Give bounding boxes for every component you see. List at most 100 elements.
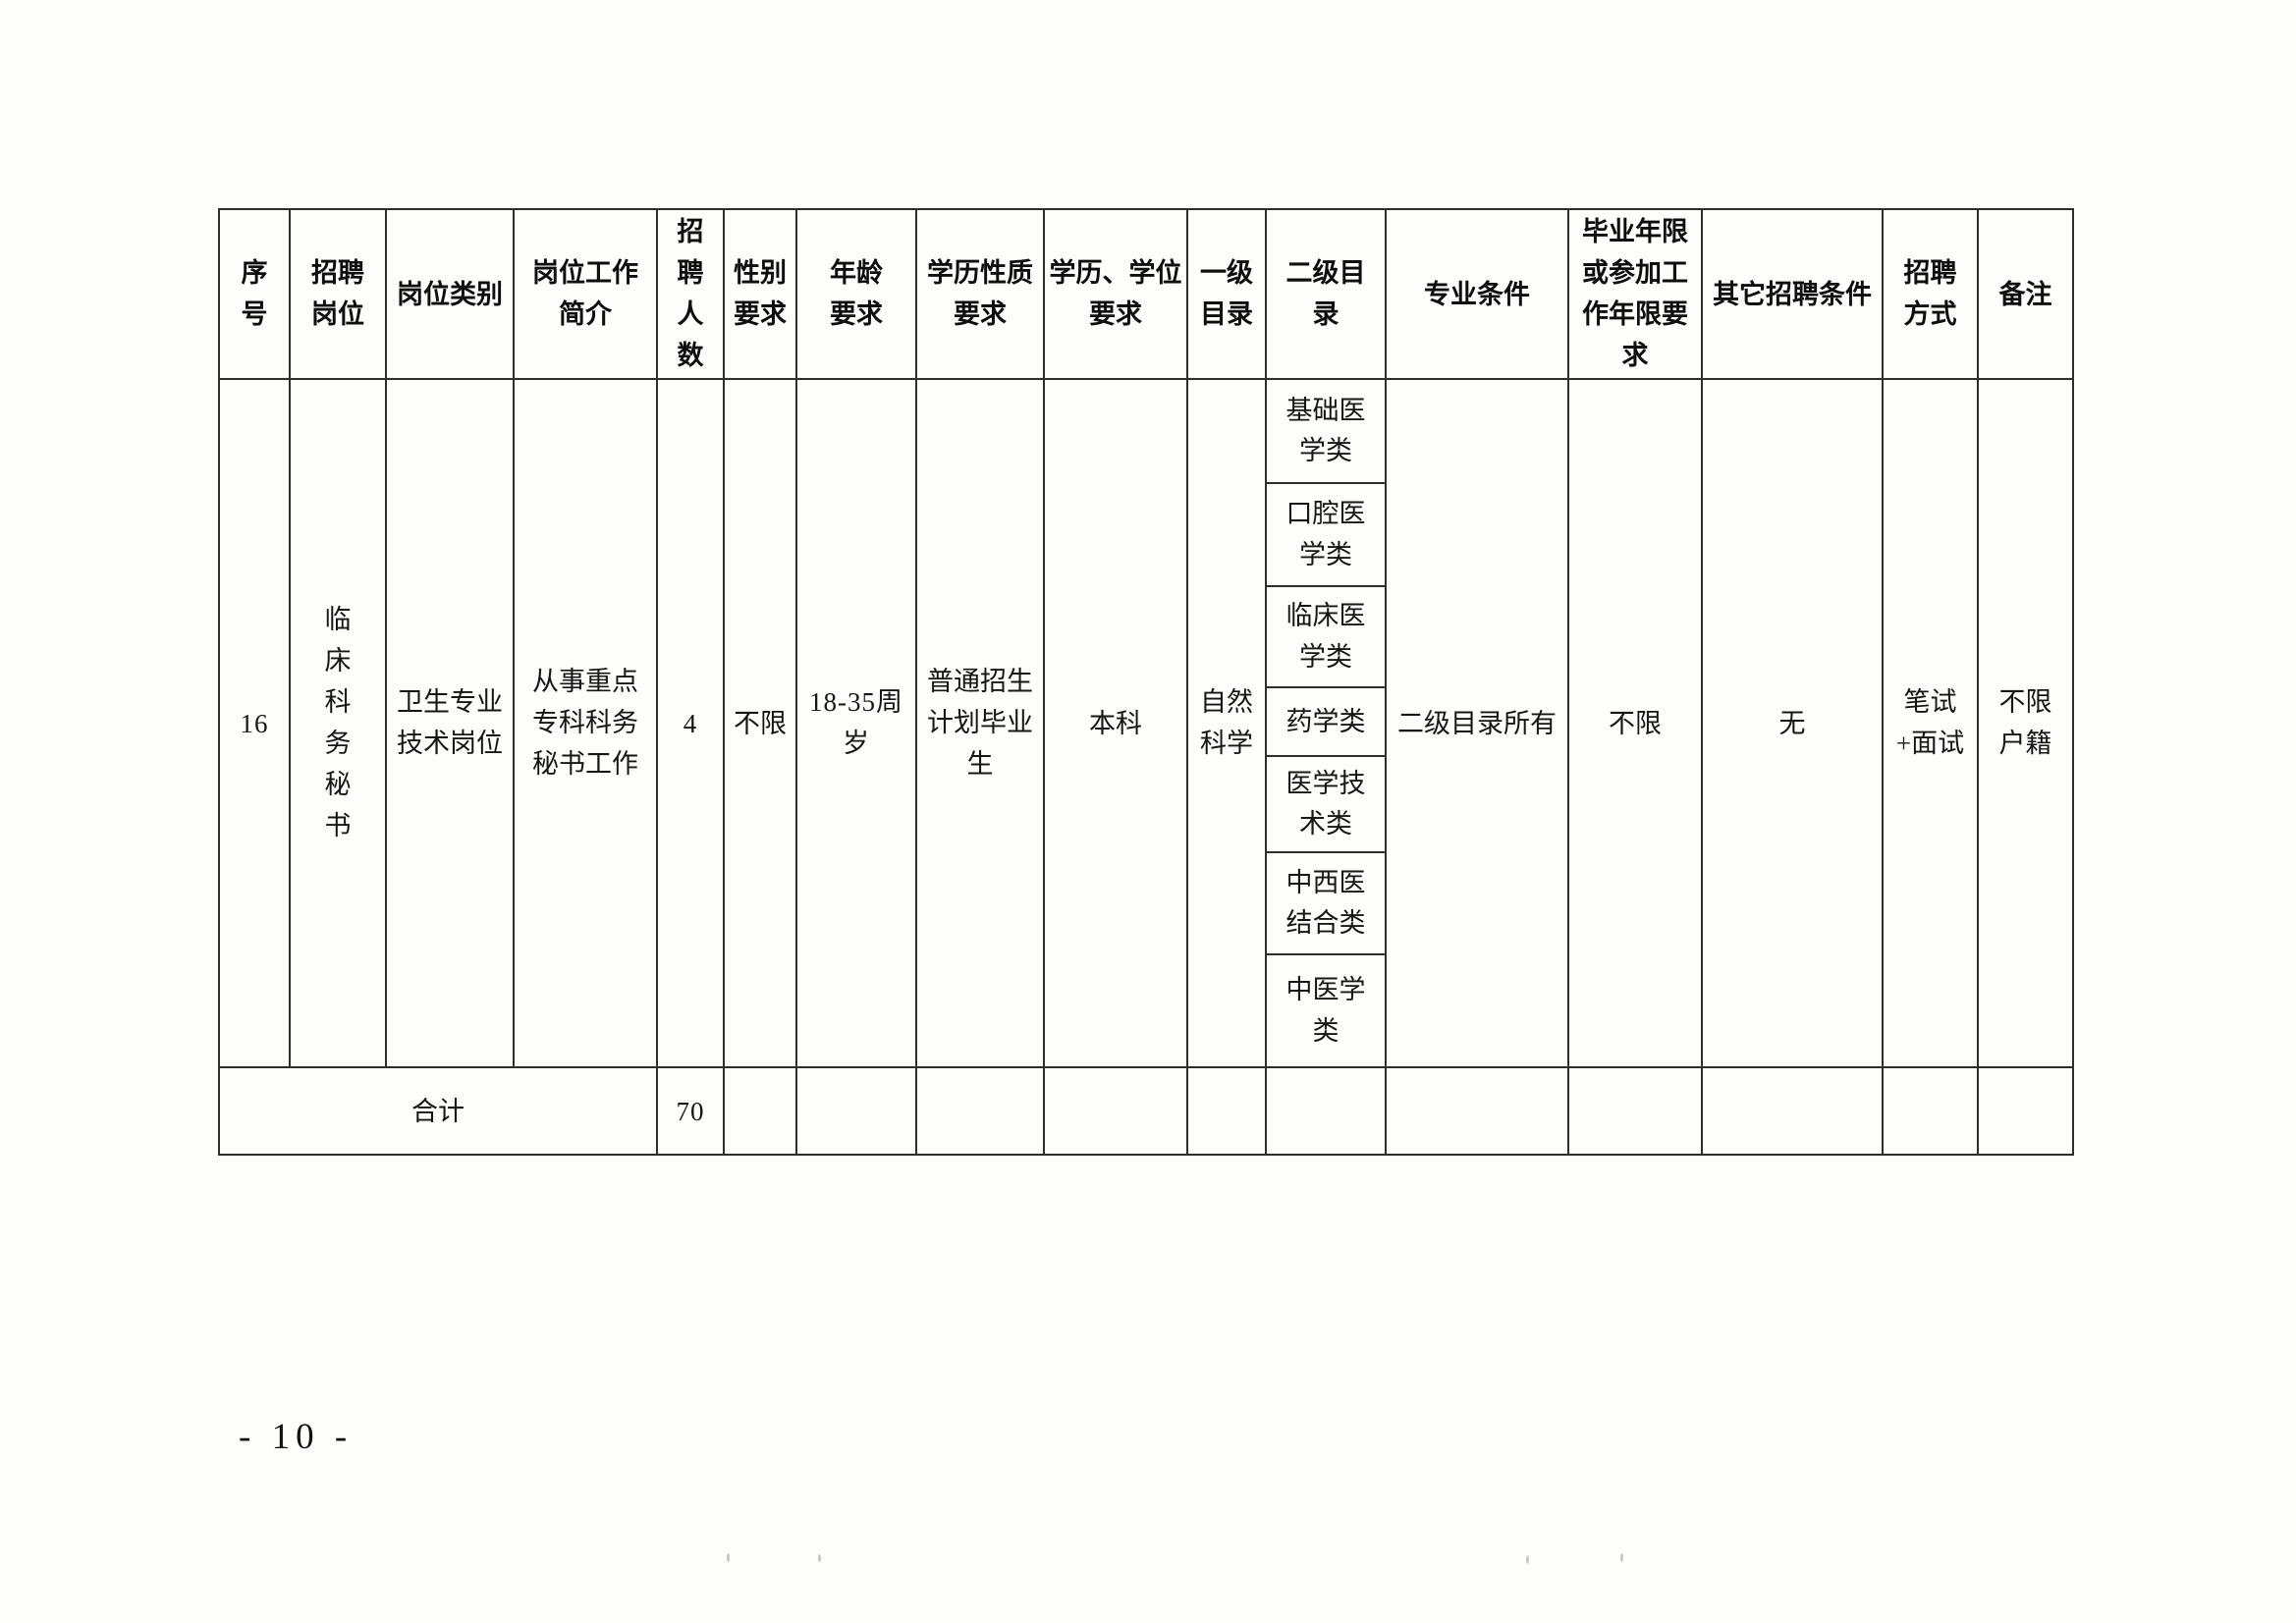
total-empty-cell (1186, 1066, 1267, 1157)
total-empty-cell (1701, 1066, 1884, 1157)
header-degree: 学历、学位要求 (1043, 207, 1188, 381)
header-gender-label: 性别要求 (734, 257, 787, 329)
cell-remark: 不限户籍 (1977, 378, 2074, 1069)
header-catalog-l2: 二级目录 (1265, 207, 1387, 381)
header-age: 年龄要求 (795, 207, 917, 381)
header-method: 招聘方式 (1882, 207, 1979, 381)
catalog-l2-subrow: 临床医学类 (219, 585, 2073, 689)
table-total-row: 合计 70 (218, 1066, 2074, 1157)
header-grad-years: 毕业年限或参加工作年限要求 (1567, 207, 1703, 381)
header-major-condition-label: 专业条件 (1424, 279, 1530, 309)
cell-catalog-l1-value: 自然科学 (1200, 687, 1253, 758)
catalog-l2-subrow: 口腔医学类 (219, 482, 2073, 588)
catalog-l2-subrow: 医学技术类 (219, 755, 2073, 854)
header-remark-label: 备注 (1998, 279, 2052, 309)
header-major-condition: 专业条件 (1385, 207, 1569, 381)
header-remark: 备注 (1977, 207, 2074, 381)
cell-catalog-l2-item: 口腔医学类 (1265, 482, 1387, 588)
cell-category-value: 卫生专业技术岗位 (396, 687, 503, 758)
cell-other-conditions-value: 无 (1778, 708, 1806, 738)
header-duty-label: 岗位工作简介 (531, 257, 638, 329)
header-gender: 性别要求 (723, 207, 797, 381)
cell-remark-value: 不限户籍 (1998, 687, 2052, 758)
cell-other-conditions: 无 (1701, 378, 1884, 1069)
cell-age: 18-35周岁 (795, 378, 917, 1069)
cell-gender: 不限 (723, 378, 797, 1069)
cell-edu-nature-value: 普通招生计划毕业生 (926, 667, 1033, 779)
cell-catalog-l2-value: 中医学类 (1285, 975, 1366, 1046)
cell-catalog-l2-item: 中医学类 (1265, 953, 1387, 1069)
total-headcount-cell: 70 (656, 1066, 725, 1157)
total-empty-cell (1265, 1066, 1387, 1157)
catalog-l2-subrow: 中西医结合类 (219, 851, 2073, 956)
header-catalog-l2-label: 二级目录 (1285, 257, 1366, 329)
header-duty: 岗位工作简介 (513, 207, 658, 381)
cell-age-value: 18-35周岁 (809, 687, 903, 758)
cell-grad-years: 不限 (1567, 378, 1703, 1069)
page-number: - 10 - (239, 1417, 354, 1457)
cell-seq-value: 16 (240, 708, 269, 738)
cell-edu-nature: 普通招生计划毕业生 (915, 378, 1045, 1069)
header-position-label: 招聘岗位 (311, 257, 364, 329)
header-edu-nature: 学历性质要求 (915, 207, 1045, 381)
cell-seq: 16 (218, 378, 291, 1069)
total-headcount-value: 70 (676, 1096, 705, 1126)
cell-catalog-l2-value: 医学技术类 (1285, 768, 1366, 839)
recruitment-table: 序号 招聘岗位 岗位类别 岗位工作简介 招聘人数 性别要求 年龄要求 学历性质要… (218, 207, 2074, 1157)
scan-speck (1620, 1553, 1623, 1562)
total-empty-cell (1043, 1066, 1188, 1157)
header-degree-label: 学历、学位要求 (1049, 257, 1182, 329)
header-seq-label: 序号 (241, 257, 268, 329)
cell-headcount-value: 4 (683, 708, 698, 738)
table-header-row: 序号 招聘岗位 岗位类别 岗位工作简介 招聘人数 性别要求 年龄要求 学历性质要… (218, 207, 2074, 381)
cell-method-value: 笔试+面试 (1895, 687, 1965, 758)
header-category: 岗位类别 (385, 207, 515, 381)
cell-catalog-l2-value: 临床医学类 (1285, 601, 1366, 672)
cell-position: 临床科务秘书 (289, 378, 387, 1069)
header-edu-nature-label: 学历性质要求 (926, 257, 1033, 329)
header-headcount-label: 招聘人数 (677, 217, 704, 370)
cell-category: 卫生专业技术岗位 (385, 378, 515, 1069)
header-other-conditions: 其它招聘条件 (1701, 207, 1884, 381)
header-other-conditions-label: 其它招聘条件 (1713, 279, 1872, 309)
total-label-cell: 合计 (218, 1066, 658, 1157)
header-age-label: 年龄要求 (830, 257, 883, 329)
header-catalog-l1: 一级目录 (1186, 207, 1267, 381)
catalog-l2-subrow: 药学类 (219, 686, 2073, 758)
header-category-label: 岗位类别 (397, 279, 503, 309)
total-empty-cell (915, 1066, 1045, 1157)
catalog-l2-subrow: 中医学类 (219, 953, 2073, 1069)
total-empty-cell (1882, 1066, 1979, 1157)
cell-duty-value: 从事重点专科科务秘书工作 (531, 667, 638, 779)
header-catalog-l1-label: 一级目录 (1200, 257, 1253, 329)
total-empty-cell (723, 1066, 797, 1157)
cell-gender-value: 不限 (734, 708, 787, 738)
total-empty-cell (1567, 1066, 1703, 1157)
total-label: 合计 (411, 1096, 465, 1126)
cell-grad-years-value: 不限 (1609, 708, 1662, 738)
scan-speck (818, 1554, 821, 1562)
cell-catalog-l1: 自然科学 (1186, 378, 1267, 1069)
cell-catalog-l2-item: 基础医学类 (1265, 378, 1387, 485)
table-body-row: 16 临床科务秘书 卫生专业技术岗位 从事重点专科科务秘书工作 4 不限 18-… (218, 378, 2074, 1069)
total-empty-cell (1977, 1066, 2074, 1157)
cell-major-condition: 二级目录所有 (1385, 378, 1569, 1069)
scan-speck (1526, 1555, 1529, 1564)
header-method-label: 招聘方式 (1903, 257, 1957, 329)
cell-catalog-l2-value: 中西医结合类 (1285, 867, 1366, 939)
cell-major-condition-value: 二级目录所有 (1397, 708, 1557, 738)
header-position: 招聘岗位 (289, 207, 387, 381)
cell-headcount: 4 (656, 378, 725, 1069)
total-empty-cell (795, 1066, 917, 1157)
cell-degree: 本科 (1043, 378, 1188, 1069)
scan-speck (727, 1553, 730, 1562)
header-seq: 序号 (218, 207, 291, 381)
total-empty-cell (1385, 1066, 1569, 1157)
cell-catalog-l2-item: 临床医学类 (1265, 585, 1387, 689)
header-headcount: 招聘人数 (656, 207, 725, 381)
cell-catalog-l2-item: 中西医结合类 (1265, 851, 1387, 956)
cell-catalog-l2-value: 口腔医学类 (1285, 499, 1366, 569)
cell-catalog-l2-item: 药学类 (1265, 686, 1387, 758)
cell-degree-value: 本科 (1089, 708, 1142, 738)
